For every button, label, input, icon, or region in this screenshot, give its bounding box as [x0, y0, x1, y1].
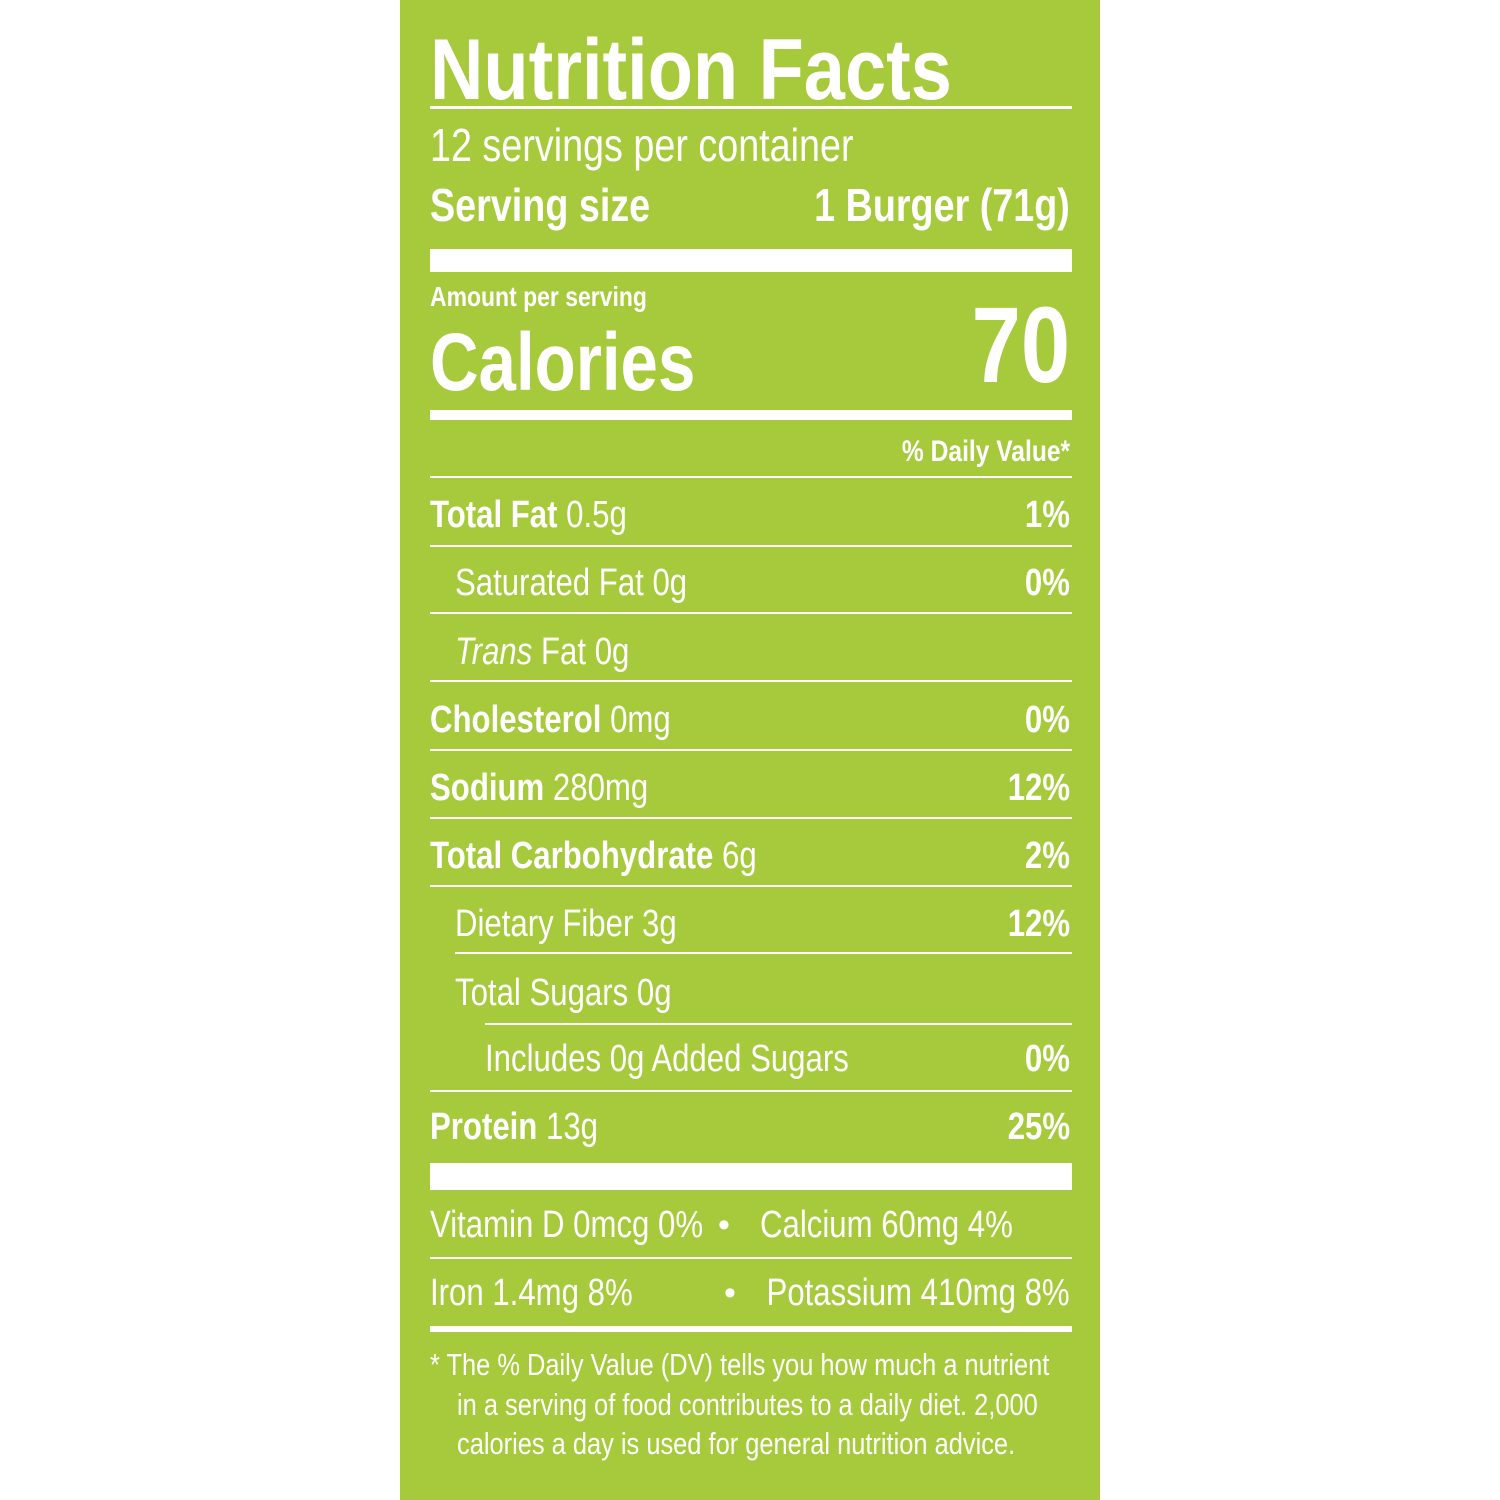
rule	[430, 1090, 1072, 1092]
rule	[430, 885, 1072, 887]
title: Nutrition Facts	[430, 22, 952, 118]
calories-value: 70	[971, 284, 1070, 405]
nutrient-italic: Trans	[455, 631, 533, 673]
row: Protein 13g	[430, 1102, 598, 1152]
amount: 0g	[636, 972, 672, 1014]
amount: 6g	[722, 835, 757, 877]
footnote: calories a day is used for general nutri…	[457, 1426, 1016, 1461]
nutrient: Protein	[430, 1106, 538, 1148]
nutrient: Fat	[541, 631, 587, 673]
nutrient: Cholesterol	[430, 699, 602, 741]
footnote: * The % Daily Value (DV) tells you how m…	[430, 1347, 1050, 1382]
dv: 0%	[1024, 1038, 1070, 1080]
rule	[485, 1023, 1072, 1025]
rule	[430, 476, 1072, 478]
rule	[430, 817, 1072, 819]
dv: 0%	[1024, 699, 1070, 741]
row: Saturated Fat 0g	[455, 558, 687, 608]
row: Total Carbohydrate 6g	[430, 831, 757, 881]
amount: 3g	[642, 903, 677, 945]
rule	[430, 106, 1072, 109]
serving-size-label: Serving size	[430, 179, 651, 231]
amount: 0.5g	[566, 494, 627, 536]
nutrient: Sodium	[430, 767, 545, 809]
nutrient: Dietary Fiber	[455, 903, 634, 945]
dv: 12%	[1007, 767, 1070, 809]
vitamin: Iron 1.4mg 8%	[430, 1272, 633, 1314]
calories-label: Calories	[430, 317, 696, 408]
thick-rule	[430, 1326, 1072, 1332]
amount: 0g	[652, 562, 688, 604]
vitamin: Vitamin D 0mcg 0%	[430, 1204, 704, 1246]
rule	[430, 612, 1072, 614]
dv: 12%	[1007, 903, 1070, 945]
rule	[430, 545, 1072, 547]
amount: 0mg	[610, 699, 671, 741]
row: Trans Fat 0g	[455, 627, 629, 677]
dv: 2%	[1024, 835, 1070, 877]
dv: 1%	[1024, 494, 1070, 536]
nutrient: Includes 0g Added Sugars	[485, 1038, 849, 1080]
row: Includes 0g Added Sugars	[485, 1034, 849, 1084]
rule	[430, 1257, 1072, 1259]
nutrient: Total Sugars	[455, 972, 629, 1014]
row: Total Sugars 0g	[455, 968, 672, 1018]
serving-size-value: 1 Burger (71g)	[814, 179, 1070, 231]
rule	[430, 680, 1072, 682]
thick-rule	[430, 249, 1072, 272]
row: Sodium 280mg	[430, 763, 648, 813]
amount: 13g	[546, 1106, 598, 1148]
nutrient: Total Fat	[430, 494, 558, 536]
row: Total Fat 0.5g	[430, 490, 627, 540]
nutrient: Saturated Fat	[455, 562, 644, 604]
separator: •	[718, 1206, 730, 1244]
vitamin: Potassium 410mg 8%	[766, 1272, 1070, 1314]
vitamin: Calcium 60mg 4%	[760, 1204, 1013, 1246]
amount: 280mg	[552, 767, 649, 809]
thick-rule	[430, 410, 1072, 420]
nutrient: Total Carbohydrate	[430, 835, 714, 877]
row: Dietary Fiber 3g	[455, 899, 677, 949]
dv: 0%	[1024, 562, 1070, 604]
nutrition-label: Nutrition Facts 12 servings per containe…	[400, 0, 1100, 1500]
separator: •	[724, 1274, 736, 1312]
row: Cholesterol 0mg	[430, 695, 671, 745]
amount-per-serving: Amount per serving	[430, 281, 647, 312]
servings: 12 servings per container	[430, 119, 854, 171]
thick-rule	[430, 1163, 1072, 1190]
dv: 25%	[1007, 1106, 1070, 1148]
dv-header: % Daily Value*	[901, 435, 1070, 468]
amount: 0g	[594, 631, 630, 673]
rule	[455, 952, 1072, 954]
rule	[430, 749, 1072, 751]
footnote: in a serving of food contributes to a da…	[457, 1387, 1038, 1422]
